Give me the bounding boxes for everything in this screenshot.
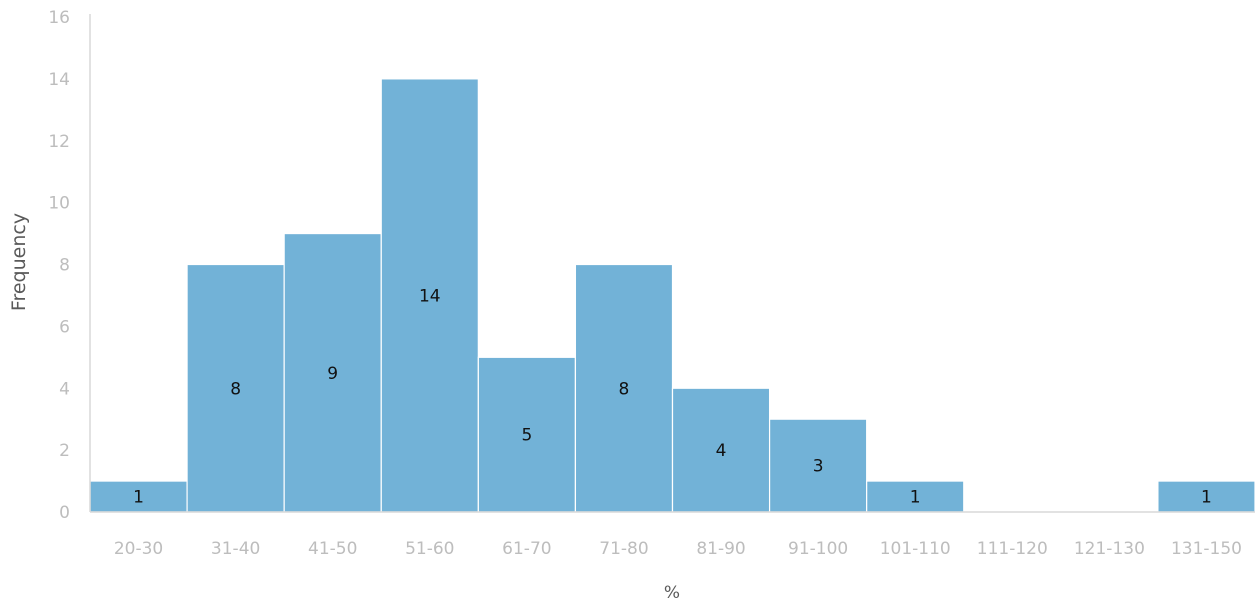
y-tick-6: 6 — [59, 317, 70, 337]
data-label-101-110: 1 — [910, 488, 921, 508]
x-axis-label: % — [664, 583, 680, 603]
x-tick-labels: 20-30 31-40 41-50 51-60 61-70 71-80 81-90 91-10… — [114, 539, 1242, 559]
x-tick-20-30: 20-30 — [114, 539, 163, 559]
y-tick-labels: 0 2 4 6 8 10 12 14 16 — [48, 8, 70, 523]
x-tick-111-120: 111-120 — [977, 539, 1048, 559]
y-tick-0: 0 — [59, 503, 70, 523]
axes-layer — [89, 14, 1255, 513]
bar-71-80 — [574, 263, 674, 513]
data-label-61-70: 5 — [521, 426, 532, 446]
y-tick-4: 4 — [59, 379, 70, 399]
bar-41-50 — [283, 232, 382, 513]
y-tick-2: 2 — [59, 441, 70, 461]
bars-layer — [89, 78, 1256, 513]
x-tick-131-150: 131-150 — [1171, 539, 1242, 559]
data-label-20-30: 1 — [133, 488, 144, 508]
bar-131-150 — [1157, 480, 1256, 513]
y-tick-14: 14 — [48, 70, 70, 90]
data-label-131-150: 1 — [1201, 488, 1212, 508]
y-tick-10: 10 — [48, 194, 70, 214]
data-label-31-40: 8 — [230, 379, 241, 399]
x-tick-91-100: 91-100 — [788, 539, 848, 559]
data-labels-layer: 1 8 9 14 5 8 4 3 1 1 — [133, 286, 1212, 507]
data-label-71-80: 8 — [619, 379, 630, 399]
data-label-91-100: 3 — [813, 457, 824, 477]
x-tick-61-70: 61-70 — [502, 539, 551, 559]
x-tick-71-80: 71-80 — [599, 539, 648, 559]
data-label-41-50: 9 — [327, 364, 338, 384]
x-tick-31-40: 31-40 — [211, 539, 260, 559]
x-tick-51-60: 51-60 — [405, 539, 454, 559]
data-label-81-90: 4 — [716, 441, 727, 461]
data-label-51-60: 14 — [419, 286, 441, 306]
x-tick-41-50: 41-50 — [308, 539, 357, 559]
y-tick-16: 16 — [48, 8, 70, 28]
x-tick-101-110: 101-110 — [880, 539, 951, 559]
x-tick-121-130: 121-130 — [1074, 539, 1145, 559]
bar-51-60 — [380, 78, 479, 513]
bar-91-100 — [768, 418, 868, 513]
y-tick-8: 8 — [59, 256, 70, 276]
bar-31-40 — [186, 263, 285, 513]
bar-61-70 — [477, 356, 577, 513]
x-tick-81-90: 81-90 — [696, 539, 745, 559]
y-axis-label: Frequency — [8, 213, 30, 311]
y-tick-12: 12 — [48, 132, 70, 152]
